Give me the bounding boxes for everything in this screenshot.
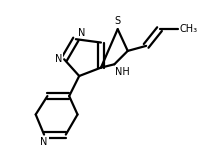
Text: N: N: [40, 137, 48, 147]
Text: NH: NH: [115, 67, 130, 77]
Text: N: N: [78, 28, 85, 38]
Text: S: S: [115, 16, 121, 26]
Text: CH₃: CH₃: [180, 24, 198, 34]
Text: N: N: [55, 54, 62, 64]
